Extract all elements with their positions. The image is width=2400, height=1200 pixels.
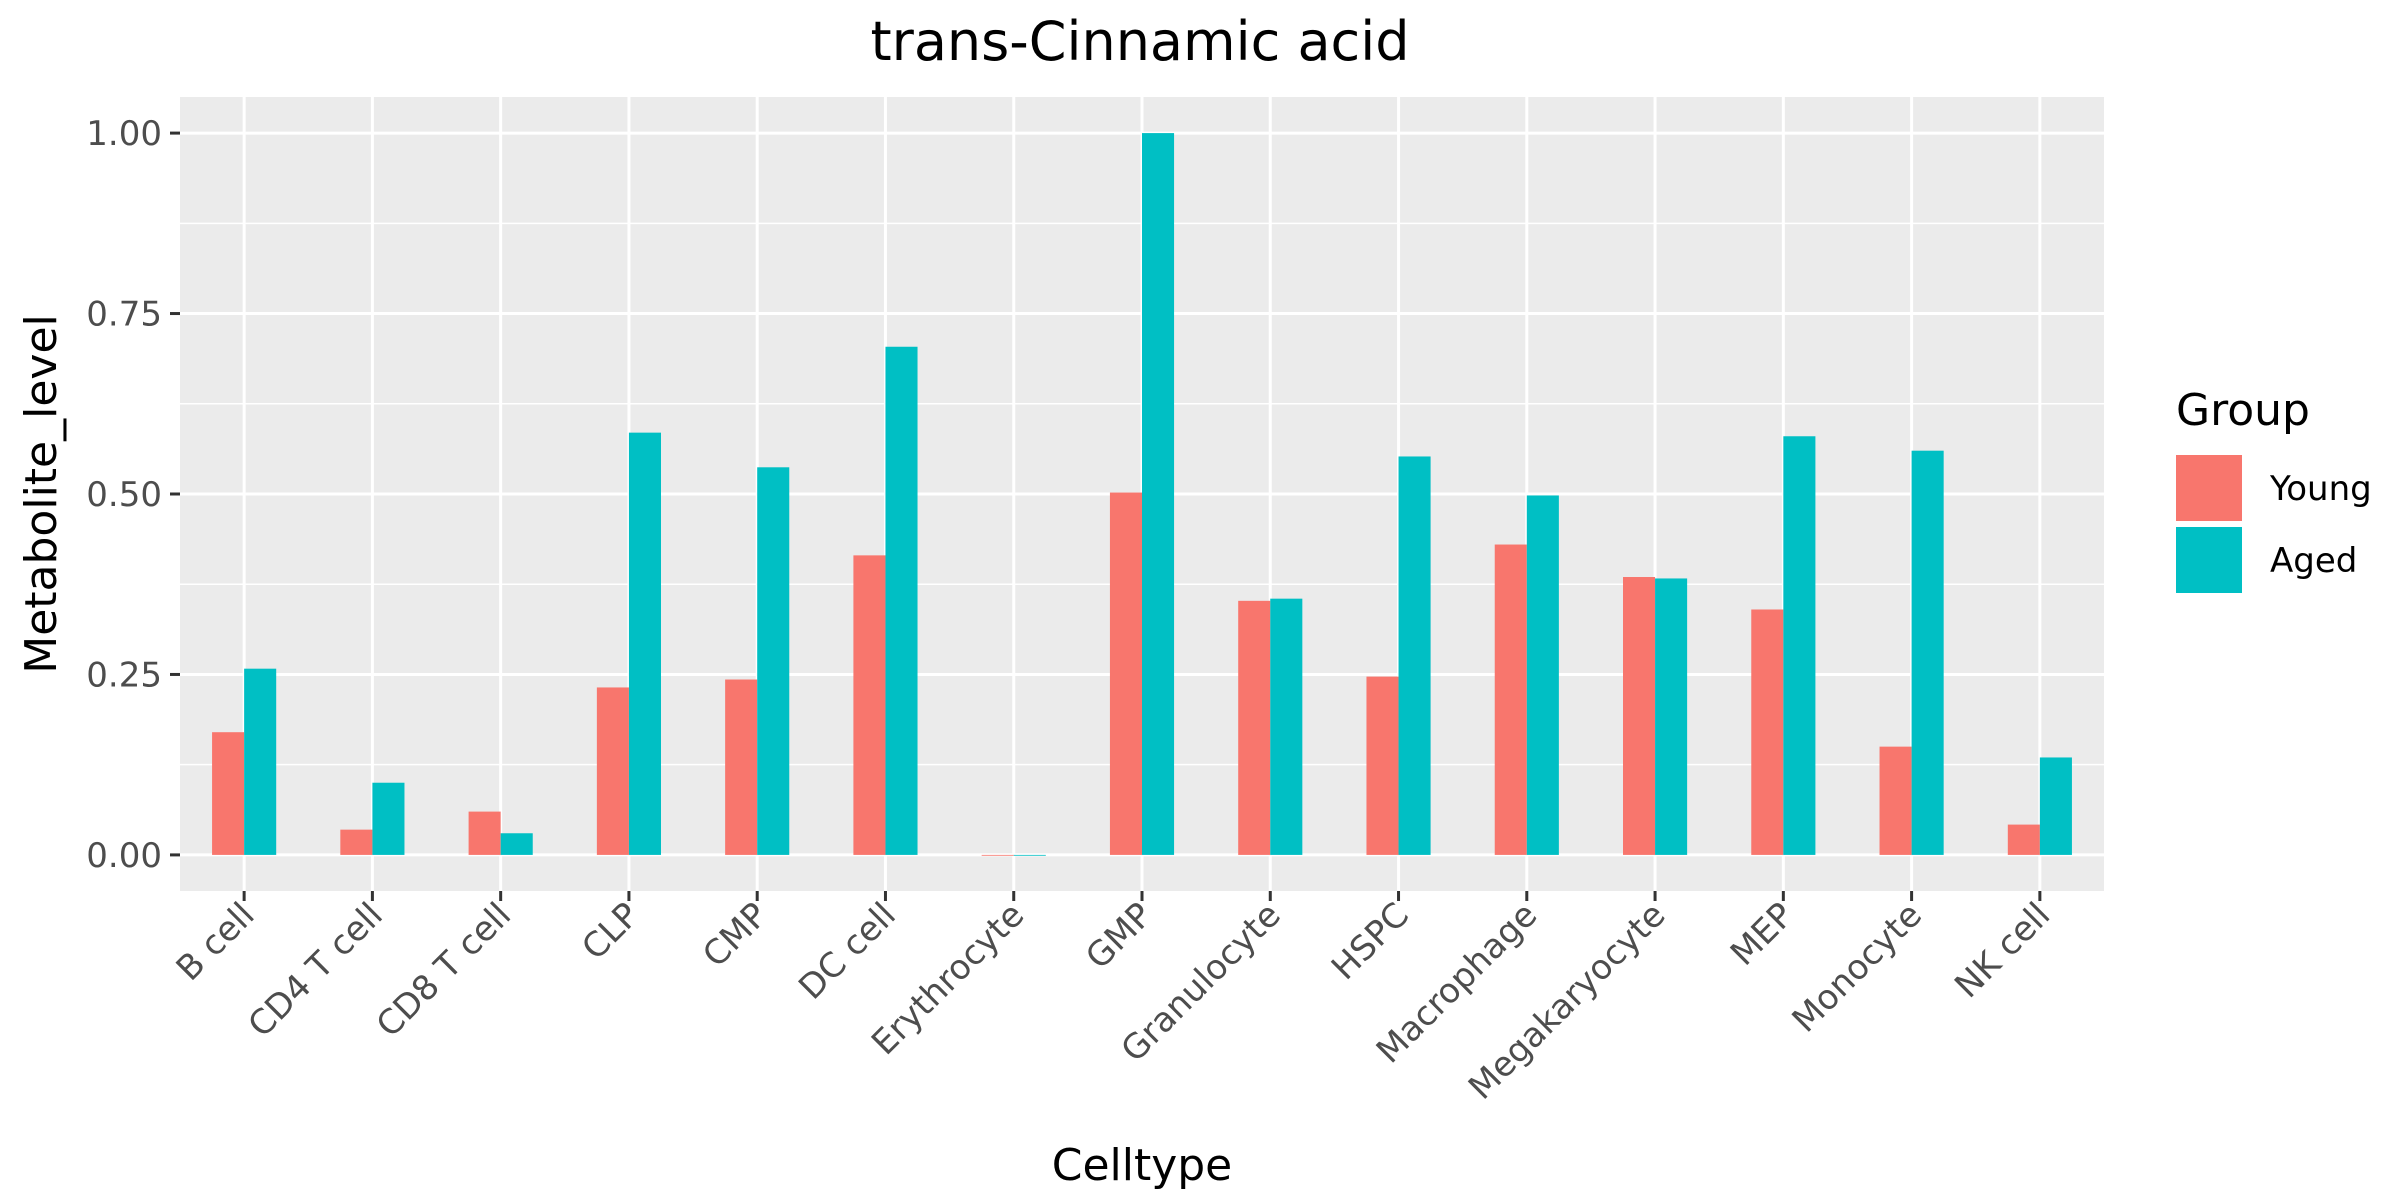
x-tick-label: Monocyte: [1785, 895, 1930, 1040]
bar-aged-mep: [1783, 436, 1816, 855]
y-tick-label: 0.25: [86, 655, 162, 695]
x-tick-label: B cell: [169, 895, 263, 989]
bar-aged-dc-cell: [885, 346, 918, 855]
bar-aged-granulocyte: [1270, 598, 1303, 855]
bar-aged-clp: [628, 432, 661, 855]
y-tick-label: 0.50: [86, 475, 162, 515]
bar-young-cd8-t-cell: [468, 811, 501, 855]
bar-aged-megakaryocyte: [1655, 578, 1688, 855]
x-tick-label: DC cell: [791, 895, 904, 1008]
x-tick-label: CD8 T cell: [369, 895, 519, 1045]
bar-young-erythrocyte: [981, 854, 1014, 856]
bar-young-megakaryocyte: [1623, 577, 1656, 855]
x-tick-label: MEP: [1723, 895, 1802, 974]
bar-aged-erythrocyte: [1013, 854, 1046, 856]
bar-young-monocyte: [1879, 746, 1912, 855]
legend-key-young: [2176, 455, 2242, 521]
x-tick-label: GMP: [1078, 895, 1160, 977]
bar-young-nk-cell: [2007, 824, 2040, 855]
x-axis-title: Celltype: [1052, 1140, 1233, 1191]
legend: Group Young Aged: [2176, 385, 2372, 593]
x-tick-label: NK cell: [1947, 895, 2058, 1006]
legend-title: Group: [2176, 385, 2310, 436]
y-tick-label: 0.00: [86, 836, 162, 876]
legend-label-aged: Aged: [2270, 541, 2357, 581]
bar-young-cmp: [725, 679, 758, 855]
bar-young-mep: [1751, 609, 1784, 855]
x-tick-label: HSPC: [1324, 895, 1417, 988]
bar-young-clp: [596, 687, 629, 855]
bar-young-b-cell: [212, 732, 245, 855]
legend-key-aged: [2176, 527, 2242, 593]
bar-young-dc-cell: [853, 555, 886, 855]
y-tick-label: 0.75: [86, 295, 162, 335]
bar-young-cd4-t-cell: [340, 829, 373, 855]
bar-aged-gmp: [1142, 133, 1175, 855]
bar-aged-monocyte: [1911, 450, 1944, 855]
x-tick-label: CMP: [695, 895, 775, 975]
bar-aged-b-cell: [244, 668, 277, 855]
bars: [212, 133, 2072, 856]
bar-aged-nk-cell: [2039, 757, 2072, 855]
y-axis-title: Metabolite_level: [16, 314, 67, 674]
bar-young-hspc: [1366, 676, 1399, 855]
bar-young-granulocyte: [1238, 600, 1271, 855]
bar-young-gmp: [1109, 492, 1142, 855]
legend-label-young: Young: [2269, 469, 2372, 509]
bar-aged-cmp: [757, 467, 790, 855]
x-tick-label: CD4 T cell: [241, 895, 391, 1045]
bar-young-macrophage: [1494, 544, 1527, 855]
y-tick-label: 1.00: [86, 114, 162, 154]
x-tick-label: CLP: [574, 895, 647, 968]
bar-aged-macrophage: [1526, 495, 1559, 855]
bar-aged-hspc: [1398, 456, 1431, 855]
chart-title: trans-Cinnamic acid: [870, 10, 1409, 73]
bar-aged-cd8-t-cell: [500, 833, 533, 855]
bar-aged-cd4-t-cell: [372, 782, 405, 855]
